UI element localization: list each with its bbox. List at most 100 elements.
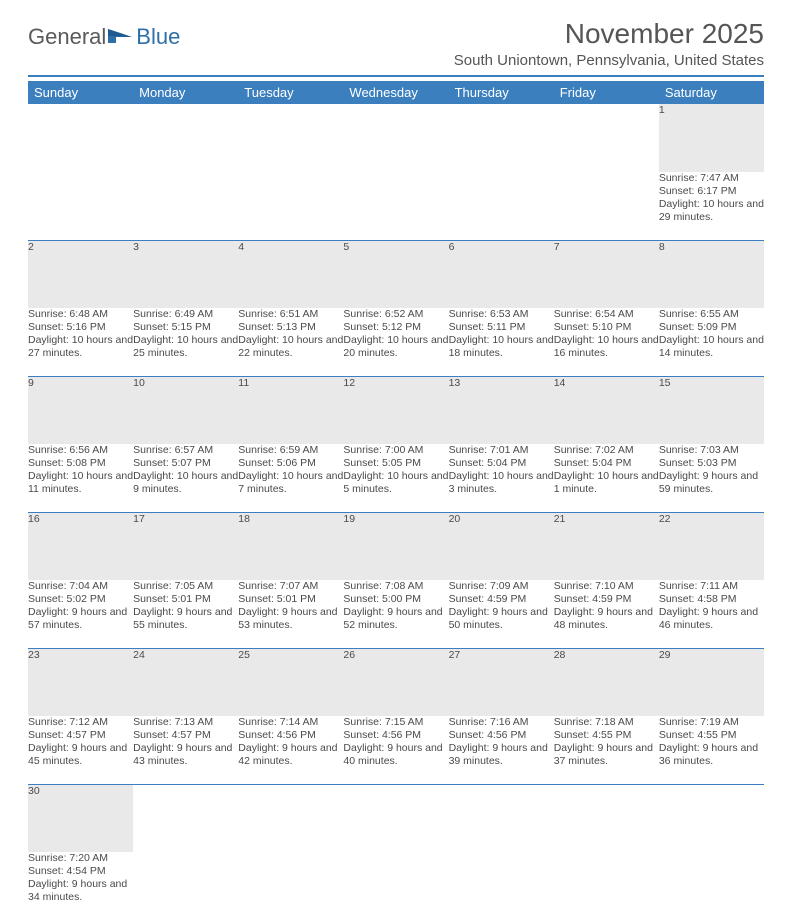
sunset-line: Sunset: 4:59 PM [449, 593, 554, 606]
daylight-line: Daylight: 9 hours and 53 minutes. [238, 606, 343, 632]
day-content-row: Sunrise: 6:48 AMSunset: 5:16 PMDaylight:… [28, 308, 764, 376]
day-header: Friday [554, 81, 659, 104]
day-content-cell: Sunrise: 7:07 AMSunset: 5:01 PMDaylight:… [238, 580, 343, 648]
sunrise-line: Sunrise: 6:57 AM [133, 444, 238, 457]
day-content-cell: Sunrise: 7:15 AMSunset: 4:56 PMDaylight:… [343, 716, 448, 784]
day-number-cell [343, 784, 448, 852]
day-number-cell [133, 784, 238, 852]
sunrise-line: Sunrise: 7:05 AM [133, 580, 238, 593]
day-number-cell: 20 [449, 512, 554, 580]
sunset-line: Sunset: 5:04 PM [554, 457, 659, 470]
sunset-line: Sunset: 5:08 PM [28, 457, 133, 470]
day-number-cell: 5 [343, 240, 448, 308]
day-number-cell: 28 [554, 648, 659, 716]
daylight-line: Daylight: 9 hours and 45 minutes. [28, 742, 133, 768]
sunset-line: Sunset: 4:58 PM [659, 593, 764, 606]
day-number-cell: 9 [28, 376, 133, 444]
day-number-cell: 24 [133, 648, 238, 716]
day-number-cell [238, 784, 343, 852]
month-title: November 2025 [454, 18, 764, 50]
day-content-cell: Sunrise: 7:12 AMSunset: 4:57 PMDaylight:… [28, 716, 133, 784]
sunset-line: Sunset: 5:09 PM [659, 321, 764, 334]
sunset-line: Sunset: 5:00 PM [343, 593, 448, 606]
daylight-line: Daylight: 10 hours and 20 minutes. [343, 334, 448, 360]
sunrise-line: Sunrise: 7:09 AM [449, 580, 554, 593]
daylight-line: Daylight: 9 hours and 50 minutes. [449, 606, 554, 632]
day-content-cell [28, 172, 133, 240]
day-content-cell: Sunrise: 7:14 AMSunset: 4:56 PMDaylight:… [238, 716, 343, 784]
day-number-cell: 29 [659, 648, 764, 716]
day-header: Sunday [28, 81, 133, 104]
day-header: Tuesday [238, 81, 343, 104]
day-number-cell: 15 [659, 376, 764, 444]
day-content-cell: Sunrise: 6:51 AMSunset: 5:13 PMDaylight:… [238, 308, 343, 376]
day-content-row: Sunrise: 6:56 AMSunset: 5:08 PMDaylight:… [28, 444, 764, 512]
day-content-cell [133, 172, 238, 240]
daylight-line: Daylight: 10 hours and 29 minutes. [659, 198, 764, 224]
sunset-line: Sunset: 5:04 PM [449, 457, 554, 470]
daylight-line: Daylight: 9 hours and 39 minutes. [449, 742, 554, 768]
day-content-cell [343, 852, 448, 920]
day-number-cell: 13 [449, 376, 554, 444]
sunset-line: Sunset: 4:56 PM [343, 729, 448, 742]
daylight-line: Daylight: 9 hours and 37 minutes. [554, 742, 659, 768]
header-rule [28, 75, 764, 77]
sunrise-line: Sunrise: 7:13 AM [133, 716, 238, 729]
day-content-row: Sunrise: 7:04 AMSunset: 5:02 PMDaylight:… [28, 580, 764, 648]
day-content-cell: Sunrise: 7:03 AMSunset: 5:03 PMDaylight:… [659, 444, 764, 512]
day-number-cell: 17 [133, 512, 238, 580]
sunrise-line: Sunrise: 7:07 AM [238, 580, 343, 593]
day-number-cell [449, 104, 554, 172]
day-content-cell: Sunrise: 7:13 AMSunset: 4:57 PMDaylight:… [133, 716, 238, 784]
sunrise-line: Sunrise: 6:49 AM [133, 308, 238, 321]
day-content-row: Sunrise: 7:20 AMSunset: 4:54 PMDaylight:… [28, 852, 764, 920]
sunrise-line: Sunrise: 6:51 AM [238, 308, 343, 321]
sunrise-line: Sunrise: 7:18 AM [554, 716, 659, 729]
sunrise-line: Sunrise: 6:48 AM [28, 308, 133, 321]
day-content-cell [133, 852, 238, 920]
day-number-row: 1 [28, 104, 764, 172]
daylight-line: Daylight: 10 hours and 3 minutes. [449, 470, 554, 496]
daylight-line: Daylight: 9 hours and 59 minutes. [659, 470, 764, 496]
sunrise-line: Sunrise: 7:20 AM [28, 852, 133, 865]
day-header: Thursday [449, 81, 554, 104]
sunrise-line: Sunrise: 7:15 AM [343, 716, 448, 729]
day-content-cell [449, 852, 554, 920]
day-content-cell: Sunrise: 7:47 AMSunset: 6:17 PMDaylight:… [659, 172, 764, 240]
sunrise-line: Sunrise: 7:03 AM [659, 444, 764, 457]
day-number-cell: 1 [659, 104, 764, 172]
day-content-cell: Sunrise: 6:52 AMSunset: 5:12 PMDaylight:… [343, 308, 448, 376]
day-content-cell: Sunrise: 6:59 AMSunset: 5:06 PMDaylight:… [238, 444, 343, 512]
day-number-cell: 6 [449, 240, 554, 308]
day-content-cell: Sunrise: 7:20 AMSunset: 4:54 PMDaylight:… [28, 852, 133, 920]
sunrise-line: Sunrise: 6:56 AM [28, 444, 133, 457]
day-content-cell: Sunrise: 6:48 AMSunset: 5:16 PMDaylight:… [28, 308, 133, 376]
sunrise-line: Sunrise: 7:16 AM [449, 716, 554, 729]
daylight-line: Daylight: 10 hours and 25 minutes. [133, 334, 238, 360]
daylight-line: Daylight: 10 hours and 14 minutes. [659, 334, 764, 360]
day-content-cell: Sunrise: 7:19 AMSunset: 4:55 PMDaylight:… [659, 716, 764, 784]
day-content-cell: Sunrise: 6:56 AMSunset: 5:08 PMDaylight:… [28, 444, 133, 512]
day-number-cell: 26 [343, 648, 448, 716]
sunrise-line: Sunrise: 6:55 AM [659, 308, 764, 321]
day-number-row: 30 [28, 784, 764, 852]
sunrise-line: Sunrise: 7:10 AM [554, 580, 659, 593]
sunrise-line: Sunrise: 7:19 AM [659, 716, 764, 729]
sunset-line: Sunset: 4:56 PM [449, 729, 554, 742]
sunrise-line: Sunrise: 7:47 AM [659, 172, 764, 185]
sunset-line: Sunset: 5:01 PM [133, 593, 238, 606]
day-header-row: Sunday Monday Tuesday Wednesday Thursday… [28, 81, 764, 104]
daylight-line: Daylight: 10 hours and 5 minutes. [343, 470, 448, 496]
logo-word2: Blue [136, 24, 180, 50]
day-content-cell: Sunrise: 7:09 AMSunset: 4:59 PMDaylight:… [449, 580, 554, 648]
daylight-line: Daylight: 10 hours and 9 minutes. [133, 470, 238, 496]
day-content-cell [343, 172, 448, 240]
daylight-line: Daylight: 9 hours and 55 minutes. [133, 606, 238, 632]
sunset-line: Sunset: 4:57 PM [133, 729, 238, 742]
location-subtitle: South Uniontown, Pennsylvania, United St… [454, 52, 764, 69]
day-number-cell: 30 [28, 784, 133, 852]
day-number-cell: 7 [554, 240, 659, 308]
day-content-cell: Sunrise: 7:08 AMSunset: 5:00 PMDaylight:… [343, 580, 448, 648]
sunset-line: Sunset: 5:05 PM [343, 457, 448, 470]
logo: General Blue [28, 18, 180, 50]
